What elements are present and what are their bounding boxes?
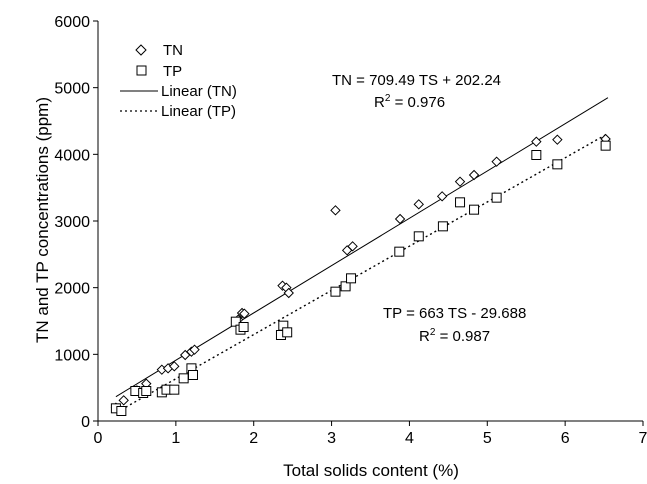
- tn-data-point: [552, 134, 563, 145]
- tn-data-point: [413, 199, 424, 210]
- tn-data-point: [468, 169, 480, 181]
- y-tick-label: 4000: [54, 147, 90, 164]
- tn-data-point: [454, 176, 466, 187]
- tp-data-point: [455, 197, 466, 208]
- y-axis-title: TN and TP concentrations (ppm): [33, 97, 52, 343]
- legend-tp-label: TP: [163, 63, 182, 80]
- tn-data-point: [169, 361, 180, 372]
- tp-data-point: [413, 231, 424, 242]
- x-tick-label: 0: [94, 430, 103, 447]
- tn-data-point: [330, 205, 341, 216]
- tp-data-point: [340, 281, 351, 292]
- tp-r2-exponent: 2: [430, 327, 436, 338]
- x-tick-label: 2: [249, 430, 258, 447]
- tn-data-point: [283, 287, 294, 299]
- x-tick-label: 1: [171, 430, 180, 447]
- tp-r2-label: R: [419, 328, 430, 345]
- legend-tp-marker: [136, 65, 147, 76]
- x-tick-label: 5: [483, 430, 492, 447]
- tn-equation: TN = 709.49 TS + 202.24: [332, 72, 501, 89]
- tp-r2-value: = 0.987: [435, 328, 490, 345]
- tp-series: [110, 140, 611, 416]
- y-axis-ticks: 0 1000 2000 3000 4000 5000 6000: [54, 14, 98, 431]
- tn-r2: R2 = 0.976: [374, 93, 445, 111]
- tp-data-point: [346, 273, 357, 284]
- tn-data-point: [394, 213, 406, 225]
- tn-r2-exponent: 2: [385, 93, 391, 104]
- y-tick-label: 1000: [54, 347, 90, 364]
- y-tick-label: 6000: [54, 14, 90, 31]
- x-tick-label: 3: [327, 430, 336, 447]
- tp-trendline: [121, 132, 609, 411]
- y-tick-label: 0: [81, 414, 90, 431]
- tn-data-point: [239, 308, 250, 319]
- legend-tn-marker: [135, 44, 147, 56]
- tn-trendline: [115, 97, 609, 398]
- tp-data-point: [330, 286, 341, 297]
- tp-data-point: [531, 150, 542, 160]
- tp-data-point: [178, 373, 189, 384]
- legend-linear-tn-label: Linear (TN): [161, 83, 237, 100]
- tp-data-point: [600, 140, 611, 151]
- legend-tn-label: TN: [163, 42, 183, 59]
- x-tick-label: 7: [639, 430, 647, 447]
- tn-r2-label: R: [374, 94, 385, 111]
- tp-data-point: [238, 322, 249, 332]
- tn-data-point: [118, 395, 129, 406]
- tn-data-point: [531, 136, 542, 147]
- x-tick-label: 6: [561, 430, 570, 447]
- tn-data-point: [436, 191, 448, 202]
- tp-r2: R2 = 0.987: [419, 327, 490, 345]
- tp-data-point: [169, 384, 180, 395]
- tp-data-point: [187, 370, 198, 380]
- x-tick-label: 4: [405, 430, 414, 447]
- legend: TN TP Linear (TN) Linear (TP): [120, 42, 237, 120]
- y-tick-label: 3000: [54, 214, 90, 231]
- tn-r2-value: = 0.976: [390, 94, 445, 111]
- x-axis-title: Total solids content (%): [283, 461, 459, 480]
- tp-data-point: [141, 386, 152, 396]
- tp-data-point: [116, 406, 127, 416]
- tp-data-point: [469, 204, 480, 215]
- y-tick-label: 5000: [54, 81, 90, 98]
- tn-data-point: [189, 344, 200, 355]
- tp-data-point: [282, 327, 293, 338]
- tp-data-point: [437, 221, 448, 232]
- tn-data-point: [491, 156, 502, 167]
- tp-data-point: [552, 159, 563, 170]
- y-tick-label: 2000: [54, 281, 90, 298]
- tp-data-point: [491, 192, 502, 203]
- tp-equation: TP = 663 TS - 29.688: [383, 305, 526, 322]
- legend-linear-tp-label: Linear (TP): [161, 103, 236, 120]
- tp-data-point: [394, 246, 405, 257]
- x-axis-ticks: 0 1 2 3 4 5 6 7: [94, 421, 647, 447]
- trendlines: [115, 97, 609, 411]
- tn-data-point: [347, 241, 358, 252]
